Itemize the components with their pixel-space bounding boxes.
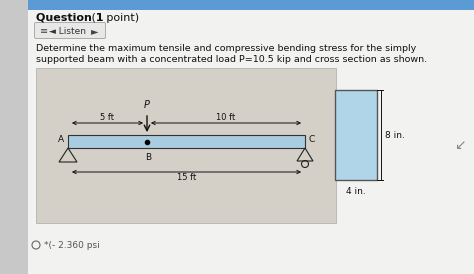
Text: A: A: [58, 136, 64, 144]
Text: Question 1: Question 1: [36, 13, 103, 23]
Text: 4 in.: 4 in.: [346, 187, 366, 196]
Bar: [28, 0, 474, 10]
Bar: [68, 135, 305, 148]
Text: Determine the maximum tensile and compressive bending stress for the simply: Determine the maximum tensile and compre…: [36, 44, 416, 53]
Text: C: C: [309, 136, 315, 144]
Text: *(- 2.360 psi: *(- 2.360 psi: [44, 241, 100, 250]
Bar: [335, 90, 377, 180]
Text: 8 in.: 8 in.: [385, 130, 405, 139]
Text: 10 ft: 10 ft: [216, 113, 236, 122]
Text: (1 point): (1 point): [88, 13, 139, 23]
FancyBboxPatch shape: [35, 22, 106, 39]
Text: 15 ft: 15 ft: [177, 173, 196, 182]
Text: B: B: [145, 153, 151, 162]
Text: 5 ft: 5 ft: [100, 113, 115, 122]
Text: ◄ Listen: ◄ Listen: [49, 27, 86, 36]
Text: supported beam with a concentrated load P=10.5 kip and cross section as shown.: supported beam with a concentrated load …: [36, 55, 427, 64]
Text: P: P: [144, 100, 150, 110]
Text: ↙: ↙: [454, 138, 466, 152]
Text: ≡: ≡: [40, 26, 48, 36]
Bar: [36, 68, 336, 223]
Bar: [0, 0, 28, 274]
Text: ►: ►: [91, 26, 99, 36]
